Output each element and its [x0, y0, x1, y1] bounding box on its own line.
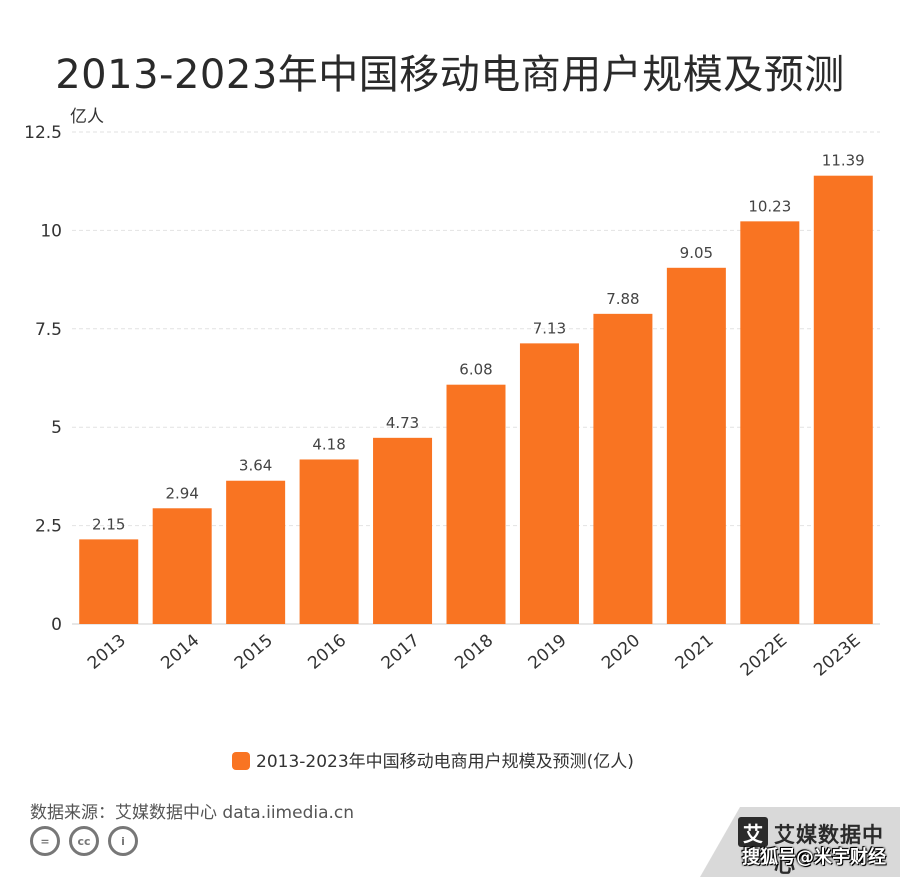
data-label: 11.39: [822, 152, 865, 170]
brand-block: 艾 艾媒数据中心 搜狐号@米宇财经: [700, 807, 900, 877]
y-tick-label: 10: [40, 221, 62, 241]
data-label: 7.88: [606, 290, 639, 308]
y-tick-label: 5: [51, 418, 62, 438]
data-label: 6.08: [459, 361, 492, 379]
x-tick-label: 2020: [598, 631, 644, 674]
data-source: 数据来源：艾媒数据中心 data.iimedia.cn: [30, 803, 355, 823]
bar: [226, 480, 286, 624]
bar: [373, 437, 433, 624]
cc-equal-icon: =: [30, 826, 60, 856]
bar-chart: 0 2.5 5 7.5 10 12.5 亿人 2.15 2013 2.94 2014 3.64 2015…: [24, 107, 880, 772]
x-tick-label: 2016: [304, 631, 350, 674]
brand-logo-icon: 艾: [738, 817, 768, 847]
y-tick-label: 7.5: [35, 320, 62, 340]
bar: [519, 343, 579, 624]
y-tick-label: 2.5: [35, 517, 62, 537]
legend-swatch: [232, 752, 250, 770]
x-tick-label: 2018: [451, 631, 497, 674]
bar: [593, 313, 653, 624]
data-label: 10.23: [748, 197, 791, 215]
data-label: 4.73: [386, 414, 419, 432]
data-label: 4.18: [312, 435, 345, 453]
bar: [446, 384, 506, 624]
y-tick-label: 0: [51, 615, 62, 635]
x-tick-label: 2013: [84, 631, 130, 674]
bar: [666, 267, 726, 624]
x-tick-label: 2021: [672, 631, 718, 674]
y-tick-label: 12.5: [24, 123, 62, 143]
data-label: 2.15: [92, 515, 125, 533]
x-tick-label: 2022E: [737, 631, 791, 681]
legend-label: 2013-2023年中国移动电商用户规模及预测(亿人): [256, 752, 634, 772]
brand-name: 艾媒数据中心: [774, 823, 884, 877]
x-tick-label: 2017: [378, 631, 424, 674]
data-label: 7.13: [533, 319, 566, 337]
data-label: 2.94: [165, 484, 198, 502]
bar: [813, 175, 873, 624]
bar: [299, 459, 359, 624]
watermark: 搜狐号@米宇财经: [742, 847, 886, 868]
x-tick-label: 2015: [231, 631, 277, 674]
y-unit-label: 亿人: [70, 107, 104, 127]
data-label: 3.64: [239, 457, 272, 475]
x-tick-label: 2014: [157, 631, 203, 674]
x-tick-label: 2019: [525, 631, 571, 674]
bar: [152, 508, 212, 624]
license-icons: = cc i: [30, 826, 138, 856]
bar: [740, 221, 800, 624]
bar: [79, 539, 139, 624]
data-label: 9.05: [680, 244, 713, 262]
cc-logo-icon: cc: [69, 826, 99, 856]
chart-title: 2013-2023年中国移动电商用户规模及预测: [55, 52, 845, 98]
cc-person-icon: i: [108, 826, 138, 856]
x-tick-label: 2023E: [810, 631, 864, 681]
